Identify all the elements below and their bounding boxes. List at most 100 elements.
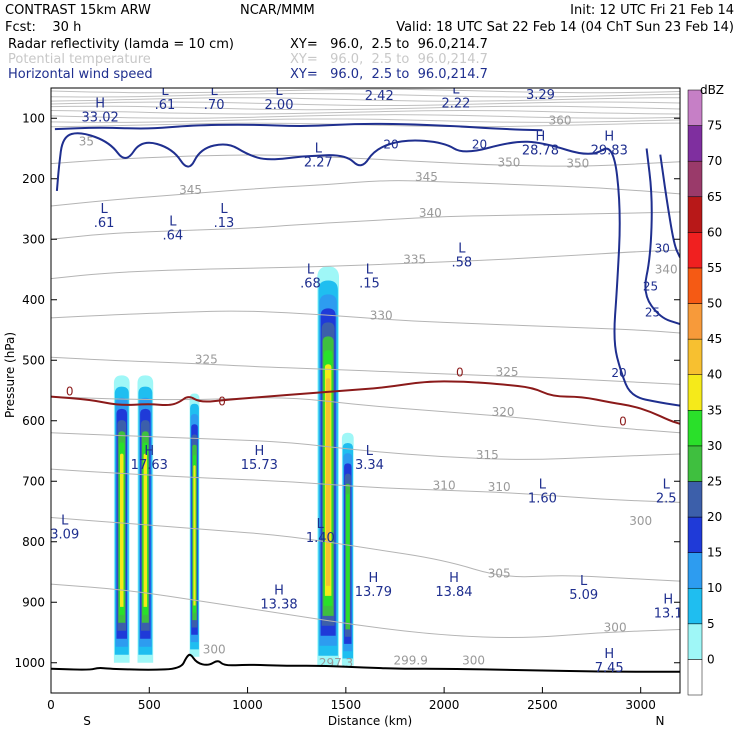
extremum-value: 5.09 <box>569 588 598 603</box>
colorbar-swatch <box>687 659 703 696</box>
extremum-value: .61 <box>155 98 176 113</box>
field-reflectivity-name: Radar reflectivity (lamda = 10 cm) <box>8 37 234 52</box>
theta-contour-310 <box>51 468 680 503</box>
theta-label: 350 <box>566 156 589 170</box>
colorbar-title: dBZ <box>700 83 724 97</box>
theta-label: 300 <box>629 514 652 528</box>
colorbar-label: 20 <box>707 510 722 524</box>
org-title: NCAR/MMM <box>240 3 315 18</box>
colorbar-label: 15 <box>707 546 722 560</box>
theta-label: 335 <box>403 252 426 266</box>
y-tick-label: 700 <box>22 474 45 488</box>
reflectivity-band <box>193 465 196 606</box>
wind-label: 20 <box>611 366 626 380</box>
extremum-L: L <box>452 82 460 97</box>
extremum-value: 13.84 <box>435 585 472 600</box>
extremum-value: 1.60 <box>528 491 557 506</box>
field-theta-name: Potential temperature <box>8 52 151 67</box>
colorbar-label: 75 <box>707 119 722 133</box>
upper-isentrope <box>51 118 680 123</box>
colorbar-label: 0 <box>707 652 715 666</box>
extremum-value: .58 <box>451 255 472 270</box>
extremum-value: 2.22 <box>441 96 470 111</box>
colorbar-swatch <box>687 232 703 269</box>
colorbar-swatch <box>687 374 703 411</box>
colorbar-label: 60 <box>707 225 722 239</box>
upper-isentrope <box>51 114 680 119</box>
freezing-level-label: 0 <box>66 384 74 398</box>
extremum-H: H <box>536 130 546 145</box>
y-tick-label: 900 <box>22 595 45 609</box>
extremum-L: L <box>220 202 228 217</box>
theta-label: 310 <box>433 479 456 493</box>
extremum-value: 13.38 <box>260 597 297 612</box>
upper-isentrope <box>51 92 680 98</box>
extremum-value: 3.09 <box>50 528 79 543</box>
colorbar-label: 70 <box>707 154 722 168</box>
colorbar-swatch <box>687 552 703 589</box>
extremum-L: L <box>315 142 323 157</box>
extremum-value: .70 <box>204 98 225 113</box>
extremum-L: L <box>169 214 177 229</box>
extremum-value: 2.27 <box>304 156 333 171</box>
colorbar-swatch <box>687 303 703 340</box>
theta-contour-345 <box>51 180 680 207</box>
colorbar-swatch <box>687 89 703 126</box>
wind-contour-25 <box>644 148 680 325</box>
colorbar-swatch <box>687 516 703 553</box>
theta-contour-330 <box>51 310 680 334</box>
colorbar-label: 10 <box>707 581 722 595</box>
x-tick-label: 1500 <box>331 698 362 712</box>
y-tick-label: 600 <box>22 414 45 428</box>
colorbar-swatch <box>687 196 703 233</box>
extremum-H: H <box>663 592 673 607</box>
extremum-H: H <box>368 571 378 586</box>
freezing-level-line <box>51 380 680 425</box>
theta-label: 320 <box>492 405 515 419</box>
colorbar-label: 65 <box>707 190 722 204</box>
extremum-L: L <box>61 514 69 529</box>
extremum-value: 29.83 <box>591 144 628 159</box>
extremum-L: L <box>211 84 219 99</box>
colorbar-label: 35 <box>707 403 722 417</box>
colorbar-swatch <box>687 623 703 660</box>
extremum-H: H <box>254 444 264 459</box>
reflectivity-band <box>120 453 124 607</box>
field-wind-xy: XY= 96.0, 2.5 to 96.0,214.7 <box>290 67 488 82</box>
reflectivity-band <box>143 453 148 607</box>
theta-label: 300 <box>462 654 485 668</box>
theta-contour-315 <box>51 432 680 460</box>
extremum-value: .64 <box>163 228 184 243</box>
extremum-value: .61 <box>94 216 115 231</box>
extremum-L: L <box>458 241 466 256</box>
colorbar-swatch <box>687 338 703 375</box>
theta-label: 315 <box>476 448 499 462</box>
x-tick-label: 3000 <box>625 698 656 712</box>
x-tick-label: 2500 <box>527 698 558 712</box>
extremum-L: L <box>537 74 545 89</box>
extremum-L: L <box>539 477 547 492</box>
colorbar-label: 55 <box>707 261 722 275</box>
theta-label: 300 <box>604 620 627 634</box>
extremum-L: L <box>100 202 108 217</box>
valid-time: Valid: 18 UTC Sat 22 Feb 14 (04 ChT Sun … <box>396 20 734 35</box>
x-tick-label: 500 <box>138 698 161 712</box>
colorbar-label: 5 <box>707 617 715 631</box>
field-reflectivity-xy: XY= 96.0, 2.5 to 96.0,214.7 <box>290 37 488 52</box>
theta-contour-325 <box>51 356 680 385</box>
theta-contour-300 <box>51 583 680 639</box>
theta-contour-305 <box>51 517 680 582</box>
extremum-value: 1.40 <box>306 531 335 546</box>
extremum-L: L <box>580 574 588 589</box>
extremum-L: L <box>307 263 315 278</box>
south-label: S <box>83 714 91 728</box>
y-tick-label: 200 <box>22 172 45 186</box>
extremum-value: 2.42 <box>365 89 394 104</box>
theta-label: 340 <box>655 263 678 277</box>
field-wind-name: Horizontal wind speed <box>8 67 153 82</box>
colorbar-label: 30 <box>707 439 722 453</box>
colorbar-label: 40 <box>707 368 722 382</box>
